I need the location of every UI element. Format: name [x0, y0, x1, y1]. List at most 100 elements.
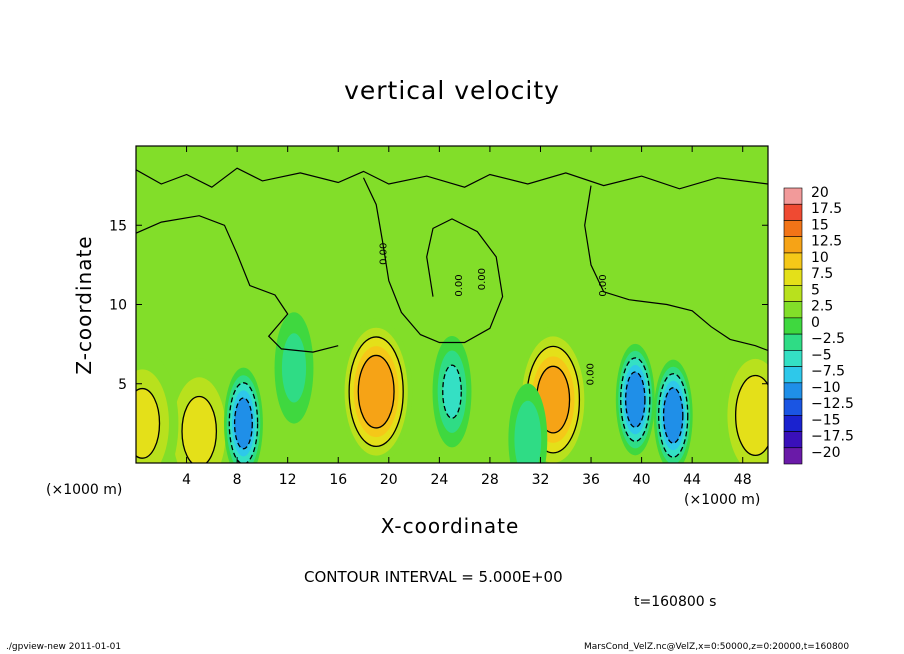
colorbar-swatch [783, 268, 803, 286]
contour-band [663, 387, 683, 444]
colorbar-swatch [783, 382, 803, 400]
colorbar-label: 5 [811, 282, 820, 298]
contour-band [625, 371, 645, 428]
contour-line [620, 357, 651, 442]
updraft-cell-3 [163, 358, 236, 463]
colorbar-label: −12.5 [811, 396, 854, 412]
contour-band [442, 365, 462, 419]
contour-line [624, 371, 646, 428]
colorbar-label: 0 [811, 315, 820, 331]
x-tick-label: 16 [329, 472, 347, 488]
time-label: t=160800 s [634, 594, 717, 610]
colorbar-swatch [783, 431, 803, 449]
zero-contour [136, 215, 339, 353]
contour-interval-note: CONTOUR INTERVAL = 5.000E+00 [304, 568, 563, 586]
colorbar-swatch [783, 333, 803, 351]
colorbar-label: 7.5 [811, 266, 833, 282]
colorbar-label: 2.5 [811, 299, 833, 315]
colorbar-label: −7.5 [811, 364, 845, 380]
downdraft-cell-9 [274, 312, 314, 424]
contour-band [514, 400, 542, 463]
footer-right: MarsCond_VelZ.nc@VelZ,x=0:50000,z=0:2000… [584, 642, 850, 652]
colorbar-swatch [783, 220, 803, 238]
updraft-cell-0 [340, 318, 413, 463]
x-axis-label: X-coordinate [380, 514, 520, 538]
contour-line [657, 373, 689, 458]
colorbar-swatch [783, 317, 803, 335]
downdraft-cell-10 [508, 383, 548, 463]
zero-contour [362, 177, 504, 344]
y-tick-label: 15 [109, 218, 127, 234]
contour-band [358, 355, 395, 428]
colorbar-swatch [783, 414, 803, 432]
x-tick-label: 32 [532, 472, 550, 488]
y-tick-label: 10 [109, 298, 127, 314]
x-tick-label: 40 [633, 472, 651, 488]
colorbar-label: −15 [811, 412, 841, 428]
colorbar-swatch [783, 398, 803, 416]
colorbar-swatch [783, 203, 803, 221]
colorbar-label: −2.5 [811, 331, 845, 347]
footer-left: ./gpview-new 2011-01-01 [6, 642, 122, 652]
x-tick-label: 4 [182, 472, 191, 488]
x-tick-label: 28 [481, 472, 499, 488]
colorbar-label: −20 [811, 445, 841, 461]
colorbar-label: −5 [811, 347, 832, 363]
x-tick-label: 24 [430, 472, 448, 488]
contour-line [442, 364, 462, 419]
contour-band [182, 396, 217, 463]
contour-line [357, 354, 395, 429]
contour-line [662, 387, 684, 444]
x-axis-unit-right: (×1000 m) [684, 492, 761, 508]
updraft-cell-4 [136, 350, 179, 463]
colorbar-swatch [783, 187, 803, 205]
contour-line [181, 395, 218, 463]
y-tick-label: 5 [118, 377, 127, 393]
downdraft-cell-8 [432, 335, 472, 448]
contour-value-label: 0.00 [378, 243, 389, 265]
colorbar: 2017.51512.5107.552.50−2.5−5−7.5−10−12.5… [783, 185, 854, 465]
contour-line [233, 397, 253, 450]
contour-value-label: 0.00 [454, 274, 465, 296]
chart-title: vertical velocity [344, 76, 560, 105]
x-tick-label: 12 [279, 472, 297, 488]
x-tick-label: 36 [582, 472, 600, 488]
colorbar-label: 20 [811, 185, 829, 201]
contour-band [735, 375, 768, 456]
downdraft-cell-6 [615, 343, 655, 456]
colorbar-label: 10 [811, 250, 829, 266]
colorbar-label: 12.5 [811, 234, 842, 250]
contour-value-label: 0.00 [586, 363, 597, 385]
x-axis-unit-left: (×1000 m) [46, 482, 123, 498]
colorbar-swatch [783, 447, 803, 465]
x-tick-label: 20 [380, 472, 398, 488]
contour-band [281, 333, 307, 403]
colorbar-swatch [783, 350, 803, 367]
colorbar-label: −10 [811, 380, 841, 396]
colorbar-label: −17.5 [811, 429, 854, 445]
heatmap-field: 0.00 0.00 0.00 0.00 0.00 [136, 146, 768, 463]
x-tick-label: 44 [683, 472, 701, 488]
colorbar-swatch [783, 236, 803, 254]
contour-line [348, 336, 404, 448]
updraft-cell-2 [719, 342, 768, 463]
x-tick-label: 8 [233, 472, 242, 488]
contour-line [228, 382, 259, 463]
x-tick-label: 48 [734, 472, 752, 488]
contour-line [734, 374, 768, 457]
contour-value-label: 0.00 [598, 274, 609, 296]
colorbar-swatch [783, 366, 803, 384]
contour-band [234, 398, 253, 449]
contour-value-label: 0.00 [477, 268, 488, 290]
zero-contour [136, 167, 768, 190]
contour-band [136, 388, 160, 459]
colorbar-swatch [783, 285, 803, 302]
colorbar-label: 17.5 [811, 201, 842, 217]
zero-contour [584, 185, 768, 352]
colorbar-label: 15 [811, 217, 829, 233]
colorbar-swatch [783, 252, 803, 270]
contour-line [136, 387, 161, 459]
downdraft-cell-7 [653, 359, 693, 463]
